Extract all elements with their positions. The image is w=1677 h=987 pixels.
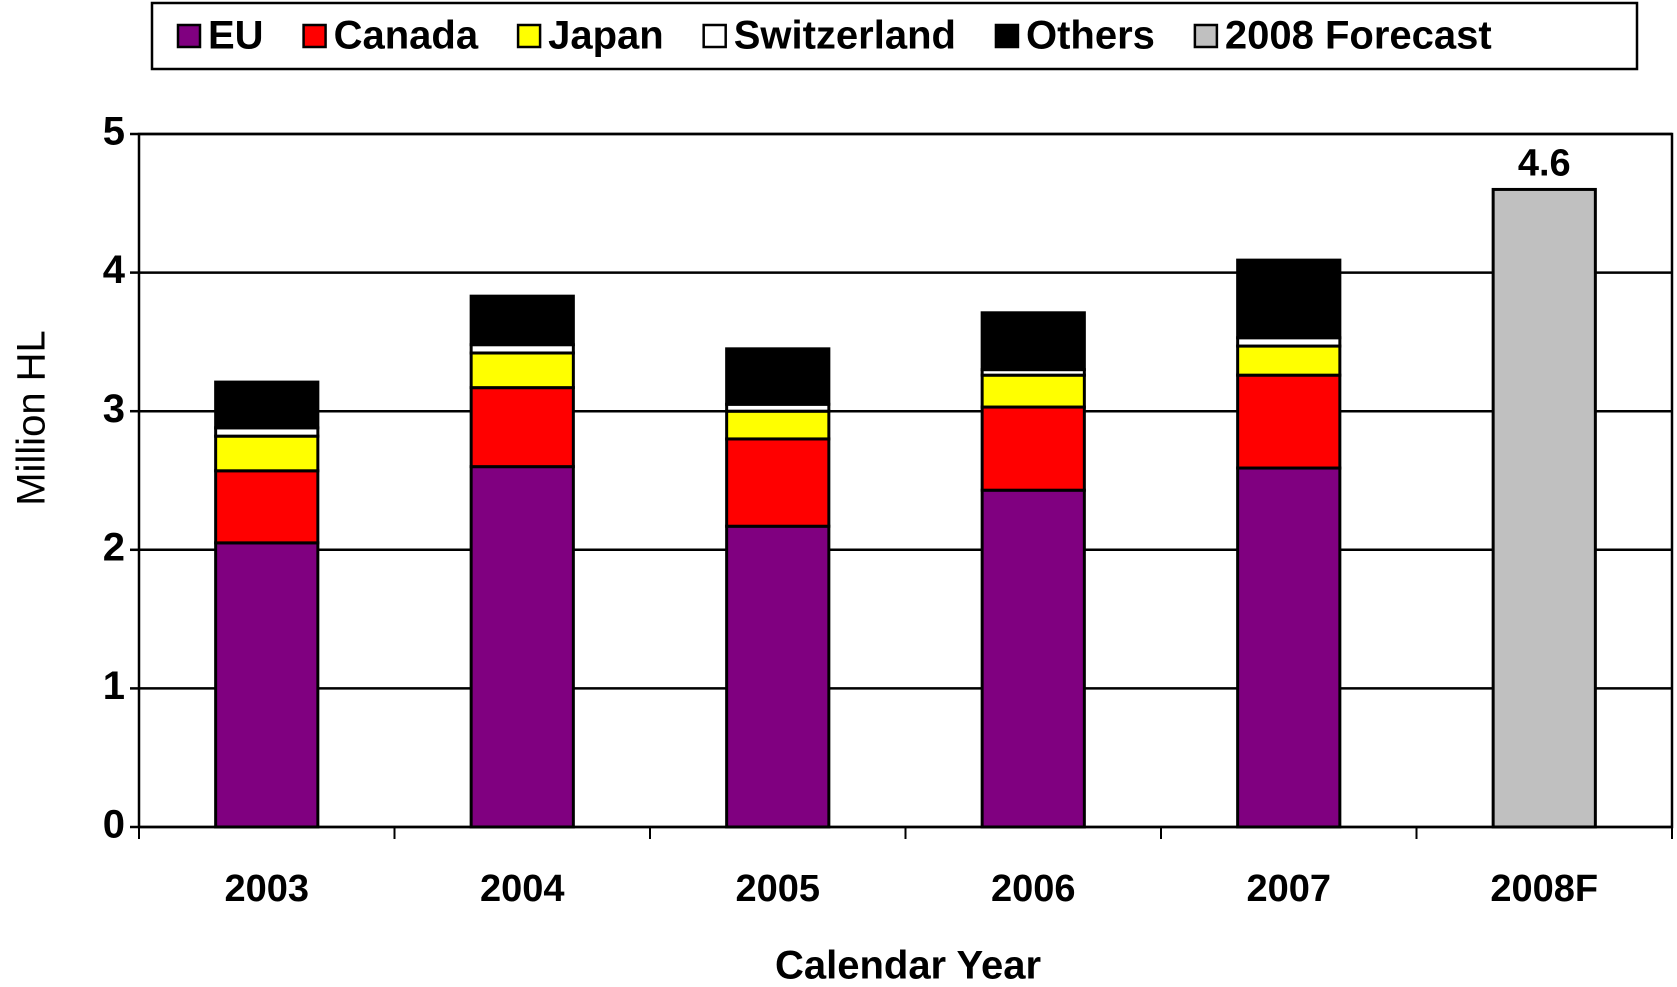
bar-segment: [1236, 373, 1342, 470]
bar-segment: [214, 434, 320, 473]
bar-segment: [980, 373, 1086, 409]
bar-segment: [980, 488, 1086, 829]
y-tick-label: 4: [103, 248, 126, 292]
x-tick-label: 2004: [480, 868, 565, 910]
legend-swatch: [994, 23, 1020, 49]
x-tick-label: 2003: [224, 868, 309, 910]
y-axis-title: Million HL: [10, 330, 54, 506]
bar-segment: [725, 347, 831, 406]
x-axis-title: Calendar Year: [775, 944, 1041, 987]
legend-box: [150, 1, 1639, 71]
bar-segment: [980, 311, 1086, 372]
bar-segment: [1236, 258, 1342, 340]
bar-segment: [1236, 344, 1342, 377]
x-tick-label: 2008F: [1490, 868, 1598, 910]
x-tick-label: 2005: [735, 868, 820, 910]
bar-segment: [725, 524, 831, 829]
plot-frame: [137, 132, 1674, 829]
bar-segment: [469, 465, 575, 829]
bar-segment: [725, 409, 831, 441]
y-tick-label: 2: [103, 525, 125, 569]
legend-label: Canada: [334, 14, 479, 58]
legend-swatch: [516, 23, 542, 49]
x-tick-label: 2007: [1246, 868, 1331, 910]
data-label: 4.6: [1518, 142, 1571, 184]
bar-segment: [469, 351, 575, 390]
legend-swatch: [176, 23, 202, 49]
bar-segment: [1491, 187, 1597, 829]
legend-label: EU: [208, 14, 264, 58]
legend-swatch: [702, 23, 727, 49]
y-tick-label: 5: [103, 110, 125, 154]
bar-segment: [725, 437, 831, 528]
bar-segment: [980, 405, 1086, 492]
y-tick-label: 0: [103, 803, 125, 847]
bar-segment: [214, 380, 320, 430]
bar-segment: [1236, 466, 1342, 829]
legend-label: Japan: [548, 14, 664, 58]
bar-segment: [214, 541, 320, 829]
x-tick-label: 2006: [991, 868, 1076, 910]
legend-label: Others: [1026, 14, 1155, 58]
legend-label: 2008 Forecast: [1225, 14, 1492, 58]
y-tick-label: 3: [103, 387, 125, 431]
bar-segment: [469, 294, 575, 347]
legend-swatch: [1193, 23, 1219, 49]
legend-label: Switzerland: [734, 14, 956, 58]
legend-swatch: [302, 23, 327, 49]
bar-segment: [214, 469, 320, 545]
bar-segment: [469, 386, 575, 469]
y-tick-label: 1: [103, 664, 125, 708]
